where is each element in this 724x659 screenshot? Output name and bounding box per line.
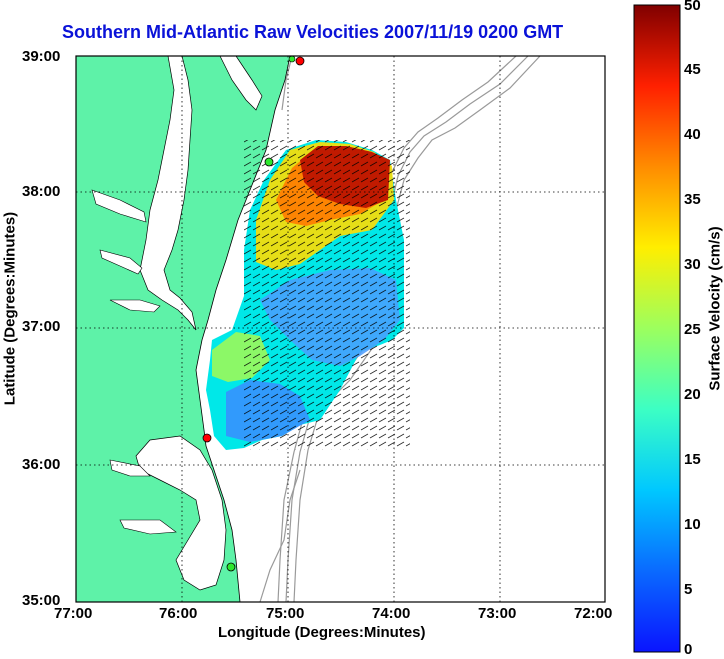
radar-station-marker [295,56,305,66]
colorbar-tick: 20 [684,386,701,403]
colorbar-tick: 35 [684,191,701,208]
colorbar-tick: 10 [684,516,701,533]
radar-station-marker [202,433,212,443]
y-tick-label: 36:00 [22,456,61,473]
plot-frame [75,55,606,603]
colorbar-tick: 50 [684,0,701,14]
radar-station-marker [288,56,296,63]
radar-station-marker [264,157,274,167]
colorbar-tick: 0 [684,641,693,658]
colorbar-tick: 45 [684,61,701,78]
land-mass [76,56,291,602]
map-title: Southern Mid-Atlantic Raw Velocities 200… [62,22,564,42]
colorbar-tick: 30 [684,256,701,273]
colorbar-tick: 15 [684,451,701,468]
x-axis-label: Longitude (Degrees:Minutes) [218,624,426,641]
y-tick-label: 39:00 [22,48,61,65]
x-tick-label: 72:00 [574,605,613,622]
colorbar-tick: 40 [684,126,701,143]
y-tick-label: 35:00 [22,592,61,609]
x-tick-label: 77:00 [54,605,93,622]
x-tick-label: 75:00 [266,605,305,622]
colorbar [633,4,681,653]
graticule [76,56,605,602]
radar-station-marker [226,562,236,572]
colorbar-tick: 5 [684,581,693,598]
y-tick-label: 38:00 [22,183,61,200]
x-tick-label: 73:00 [478,605,517,622]
x-tick-label: 76:00 [159,605,198,622]
x-tick-label: 74:00 [372,605,411,622]
colorbar-tick: 25 [684,321,701,338]
y-tick-label: 37:00 [22,318,61,335]
